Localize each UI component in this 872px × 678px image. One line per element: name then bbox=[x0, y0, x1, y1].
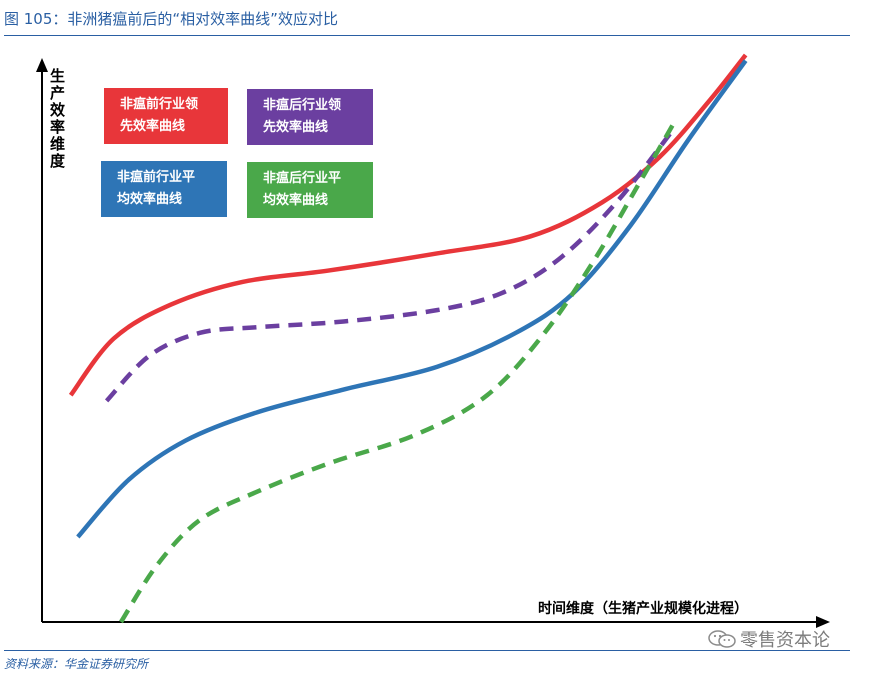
series-post-average-line bbox=[119, 121, 676, 624]
chart-axes bbox=[36, 58, 830, 628]
legend-label-line: 均效率曲线 bbox=[117, 192, 183, 207]
x-axis-label: 时间维度（生猪产业规模化进程） bbox=[538, 601, 748, 617]
legend-label-line: 非瘟后行业领 bbox=[263, 98, 342, 113]
legend-label-line: 非瘟后行业平 bbox=[263, 171, 342, 186]
legend-label-line: 先效率曲线 bbox=[120, 119, 186, 134]
legend-label-line: 非瘟前行业领 bbox=[120, 97, 199, 112]
chart-series-group bbox=[68, 53, 748, 624]
legend-item-post-average: 非瘟后行业平 均效率曲线 bbox=[247, 162, 373, 218]
series-post-leading-line bbox=[104, 127, 676, 403]
legend-item-post-leading: 非瘟后行业领 先效率曲线 bbox=[247, 89, 373, 145]
x-axis-arrow bbox=[816, 616, 830, 628]
series-pre-average-line bbox=[76, 59, 748, 539]
legend-label-line: 非瘟前行业平 bbox=[117, 170, 196, 185]
wechat-icon bbox=[708, 630, 736, 648]
legend-label-line: 先效率曲线 bbox=[263, 120, 329, 135]
source-note: 资料来源：华金证券研究所 bbox=[4, 657, 149, 671]
title-divider bbox=[4, 35, 850, 36]
legend-item-pre-average: 非瘟前行业平 均效率曲线 bbox=[101, 161, 227, 217]
legend-label-line: 均效率曲线 bbox=[263, 193, 329, 208]
series-pre-leading-line bbox=[68, 53, 748, 397]
watermark: 零售资本论 bbox=[708, 626, 830, 652]
y-axis-arrow bbox=[36, 58, 48, 72]
source-divider bbox=[4, 650, 850, 651]
watermark-text: 零售资本论 bbox=[740, 630, 830, 651]
legend-item-pre-leading: 非瘟前行业领 先效率曲线 bbox=[104, 88, 228, 144]
figure-title: 图 105：非洲猪瘟前后的“相对效率曲线”效应对比 bbox=[4, 10, 338, 28]
y-axis-label: 生产效率维度 bbox=[48, 68, 66, 170]
